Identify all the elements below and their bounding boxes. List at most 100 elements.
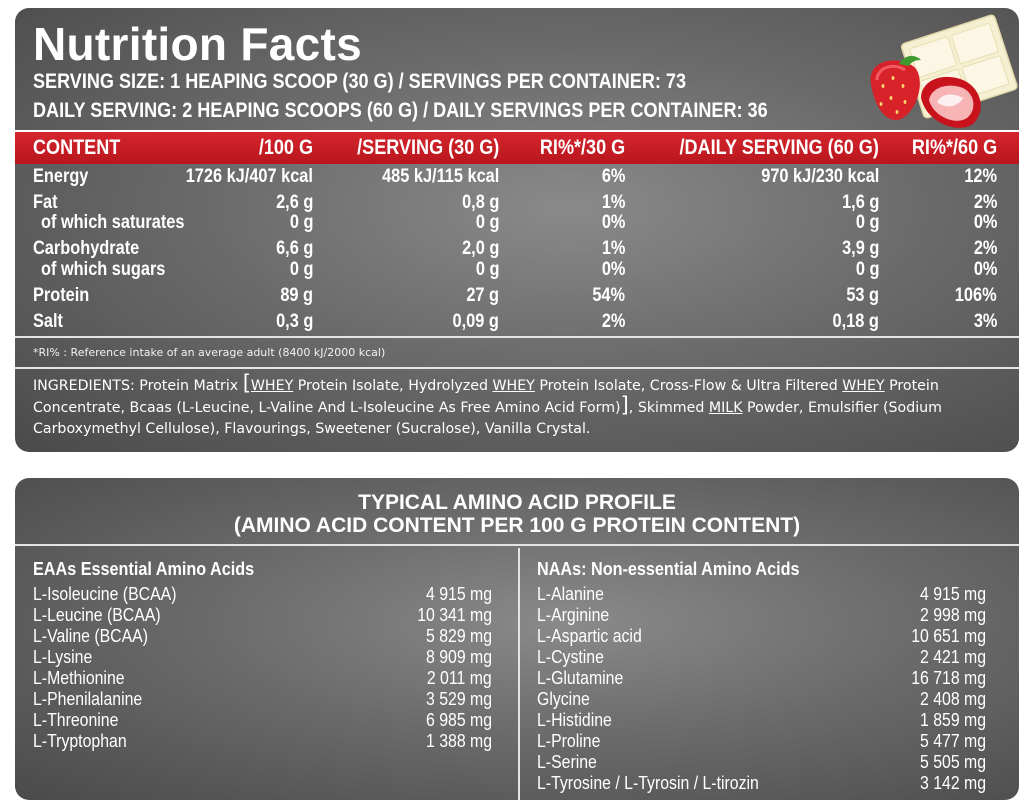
amino-value: 2 011 mg [427, 668, 492, 688]
amino-name: L-Histidine [537, 710, 612, 730]
amino-value: 3 529 mg [425, 689, 492, 709]
list-item: L-Threonine 6 985 mg [33, 710, 492, 731]
value-daily-serving: 0 g [855, 212, 879, 233]
table-row: Fat 2,6 g 0,8 g 1% 1,6 g 2% [15, 192, 1019, 214]
ingredients-fragment: Protein Concentrate, Bcaas (L-Leucine, L… [33, 378, 939, 416]
value-ri-60g: 2% [973, 238, 997, 259]
list-item: L-Phenilalanine 3 529 mg [33, 689, 492, 710]
list-item: L-Arginine 2 998 mg [537, 605, 986, 626]
amino-value: 10 341 mg [417, 605, 492, 625]
value-daily-serving: 0 g [855, 259, 879, 280]
amino-value: 10 651 mg [911, 626, 986, 646]
nutrient-name: of which saturates [41, 212, 185, 233]
value-per-100g: 89 g [280, 285, 313, 306]
amino-acid-panel: TYPICAL AMINO ACID PROFILE (AMINO ACID C… [15, 478, 1019, 800]
list-item: Glycine 2 408 mg [537, 689, 986, 710]
value-per-serving: 0,09 g [452, 311, 499, 332]
amino-name: L-Tryptophan [33, 731, 127, 751]
amino-name: L-Aspartic acid [537, 626, 642, 646]
table-row: Salt 0,3 g 0,09 g 2% 0,18 g 3% [15, 311, 1019, 333]
strawberry-white-chocolate-image [870, 14, 1018, 128]
amino-name: L-Threonine [33, 710, 119, 730]
essential-heading: EAAs Essential Amino Acids [33, 559, 255, 579]
value-daily-serving: 53 g [846, 285, 879, 306]
value-per-serving: 0 g [475, 259, 499, 280]
list-item: L-Tyrosine / L-Tyrosin / L-tirozin 3 142 … [537, 773, 986, 794]
header-content: CONTENT [33, 136, 121, 159]
divider [15, 544, 1019, 546]
value-ri-30g: 1% [601, 192, 625, 213]
column-divider [518, 548, 520, 800]
value-daily-serving: 1,6 g [841, 192, 879, 213]
value-per-serving: 485 kJ/115 kcal [381, 166, 499, 187]
amino-name: L-Lysine [33, 647, 93, 667]
nutrient-name: Salt [33, 311, 63, 332]
amino-value: 2 408 mg [919, 689, 986, 709]
divider [15, 367, 1019, 369]
header-daily-serving: /DAILY SERVING (60 G) [679, 136, 879, 159]
bracket-open: [ [242, 371, 251, 395]
value-per-100g: 0 g [289, 212, 313, 233]
ingredients-fragment: Protein Isolate, Hydrolyzed [293, 378, 493, 394]
list-item: L-Aspartic acid 10 651 mg [537, 626, 986, 647]
amino-profile-title: TYPICAL AMINO ACID PROFILE [358, 491, 676, 514]
ri-footnote: *RI% : Reference intake of an average ad… [33, 346, 386, 359]
nonessential-heading: NAAs: Non-essential Amino Acids [537, 559, 800, 579]
value-ri-60g: 2% [973, 192, 997, 213]
amino-value: 3 142 mg [919, 773, 986, 793]
ingredients-fragment: , Skimmed [628, 399, 709, 416]
value-ri-60g: 12% [964, 166, 997, 187]
value-per-100g: 6,6 g [275, 238, 313, 259]
amino-name: L-Leucine (BCAA) [33, 605, 161, 625]
value-per-100g: 1726 kJ/407 kcal [185, 166, 313, 187]
amino-name: L-Proline [537, 731, 601, 751]
list-item: L-Histidine 1 859 mg [537, 710, 986, 731]
list-item: L-Proline 5 477 mg [537, 731, 986, 752]
amino-name: L-Isoleucine (BCAA) [33, 584, 177, 604]
divider [15, 336, 1019, 338]
value-daily-serving: 3,9 g [841, 238, 879, 259]
value-ri-60g: 0% [973, 212, 997, 233]
amino-value: 6 985 mg [425, 710, 492, 730]
amino-value: 16 718 mg [911, 668, 986, 688]
nutrient-name: of which sugars [41, 259, 166, 280]
amino-value: 2 998 mg [919, 605, 986, 625]
value-ri-60g: 106% [955, 285, 997, 306]
table-row: Energy 1726 kJ/407 kcal 485 kJ/115 kcal … [15, 166, 1019, 188]
value-ri-30g: 54% [592, 285, 625, 306]
amino-name: Glycine [537, 689, 590, 709]
list-item: L-Valine (BCAA) 5 829 mg [33, 626, 492, 647]
bracket-close: ] [620, 392, 629, 417]
value-ri-60g: 3% [973, 311, 997, 332]
amino-value: 5 505 mg [919, 752, 986, 772]
value-per-serving: 27 g [466, 285, 499, 306]
list-item: L-Methionine 2 011 mg [33, 668, 492, 689]
list-item: L-Lysine 8 909 mg [33, 647, 492, 668]
value-ri-60g: 0% [973, 259, 997, 280]
amino-value: 1 388 mg [425, 731, 492, 751]
value-daily-serving: 970 kJ/230 kcal [760, 166, 879, 187]
allergen-whey: WHEY [842, 378, 885, 394]
amino-name: L-Phenilalanine [33, 689, 143, 709]
amino-value: 2 421 mg [919, 647, 986, 667]
amino-value: 1 859 mg [919, 710, 986, 730]
value-per-serving: 2,0 g [461, 238, 499, 259]
amino-name: L-Glutamine [537, 668, 624, 688]
value-ri-30g: 0% [601, 212, 625, 233]
header-per-serving: /SERVING (30 G) [356, 136, 499, 159]
header-per-100g: /100 G [258, 136, 313, 159]
list-item: L-Serine 5 505 mg [537, 752, 986, 773]
value-per-serving: 0 g [475, 212, 499, 233]
amino-value: 8 909 mg [425, 647, 492, 667]
list-item: L-Leucine (BCAA) 10 341 mg [33, 605, 492, 626]
value-ri-30g: 2% [601, 311, 625, 332]
amino-name: L-Cystine [537, 647, 604, 667]
amino-profile-subtitle: (AMINO ACID CONTENT PER 100 G PROTEIN CO… [233, 514, 801, 537]
amino-name: L-Serine [537, 752, 597, 772]
nutrient-name: Protein [33, 285, 90, 306]
table-row: Carbohydrate 6,6 g 2,0 g 1% 3,9 g 2% [15, 238, 1019, 260]
amino-name: L-Methionine [33, 668, 125, 688]
ingredients-text: INGREDIENTS: Protein Matrix [WHEY Protei… [33, 373, 1003, 441]
amino-value: 5 477 mg [919, 731, 986, 751]
nutrient-name: Fat [33, 192, 58, 213]
